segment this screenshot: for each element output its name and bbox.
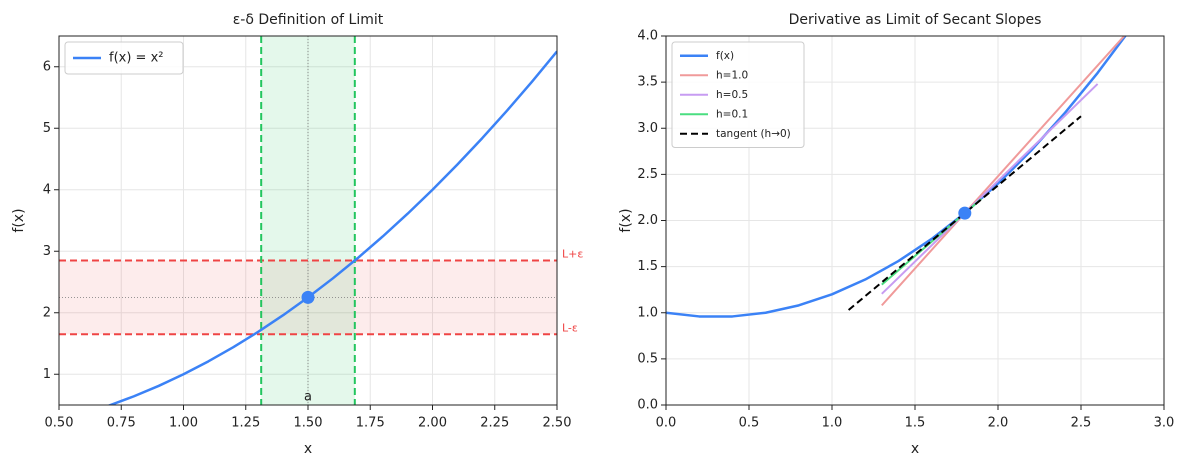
legend-label: h=0.5 <box>716 89 748 101</box>
y-axis-label: f(x) <box>11 208 27 232</box>
x-tick-label: 0.75 <box>107 416 136 431</box>
x-tick-label: 3.0 <box>1154 416 1175 431</box>
legend-label: f(x) <box>716 50 734 62</box>
y-tick-label: 4 <box>43 182 51 197</box>
x-axis-label: x <box>911 441 919 457</box>
subplot: Derivative as Limit of Secant Slopes x f(x… <box>618 12 1175 457</box>
x-tick-label: 1.50 <box>294 416 323 431</box>
series-line <box>881 36 1126 307</box>
x-tick-label: 2.00 <box>418 416 447 431</box>
y-axis-label: f(x) <box>618 208 634 232</box>
x-tick-label: 1.75 <box>356 416 385 431</box>
epsilon-label: L-ε <box>562 321 578 334</box>
x-tick-label: 2.25 <box>480 416 509 431</box>
chart-title: Derivative as Limit of Secant Slopes <box>789 12 1042 28</box>
legend: f(x) h=1.0 h=0.5 h=0.1 tangent (h→0) <box>671 41 805 148</box>
x-tick-label: 1.5 <box>905 416 926 431</box>
legend: f(x) = x² <box>64 41 184 75</box>
axes-frame <box>665 35 1165 406</box>
epsilon-label: L+ε <box>562 247 583 260</box>
series-line <box>881 83 1099 295</box>
plot-area <box>59 36 557 405</box>
x-axis-label: x <box>304 441 312 457</box>
legend-label: h=1.0 <box>716 69 748 81</box>
y-tick-label: 3.0 <box>637 121 658 136</box>
y-tick-label: 2 <box>43 305 51 320</box>
y-tick-label: 2.5 <box>637 167 658 182</box>
axes-frame <box>58 35 558 406</box>
y-tick-label: 5 <box>43 121 51 136</box>
point <box>301 290 315 304</box>
chart-title: ε-δ Definition of Limit <box>233 12 384 28</box>
y-tick-label: 1 <box>43 367 51 382</box>
x-tick-label: 1.00 <box>169 416 198 431</box>
y-tick-label: 1.0 <box>637 305 658 320</box>
x-tick-label: 2.0 <box>988 416 1009 431</box>
series-line <box>847 115 1082 311</box>
delta-band <box>261 36 355 405</box>
y-tick-label: 3.5 <box>637 75 658 90</box>
subplot: ε-δ Definition of Limit x f(x) 0.50 0.75 1.00… <box>11 12 583 457</box>
legend-label: tangent (h→0) <box>716 128 791 140</box>
point-label: a <box>304 390 312 405</box>
x-tick-label: 2.50 <box>543 416 572 431</box>
series-line <box>666 36 1127 318</box>
x-tick-label: 0.50 <box>45 416 74 431</box>
y-tick-label: 2.0 <box>637 213 658 228</box>
x-tick-label: 0.5 <box>739 416 760 431</box>
legend-box <box>671 41 805 148</box>
y-tick-label: 4.0 <box>637 29 658 44</box>
legend-label: f(x) = x² <box>109 51 163 66</box>
y-tick-label: 6 <box>43 59 51 74</box>
x-tick-label: 0.0 <box>656 416 677 431</box>
x-tick-label: 2.5 <box>1071 416 1092 431</box>
y-tick-label: 3 <box>43 244 51 259</box>
y-tick-label: 0.0 <box>637 398 658 413</box>
y-tick-label: 0.5 <box>637 351 658 366</box>
y-tick-label: 1.5 <box>637 259 658 274</box>
point <box>958 206 972 220</box>
x-tick-label: 1.0 <box>822 416 843 431</box>
legend-label: h=0.1 <box>716 108 748 120</box>
x-tick-label: 1.25 <box>231 416 260 431</box>
plot-area <box>666 36 1127 318</box>
legend-box <box>64 41 184 75</box>
